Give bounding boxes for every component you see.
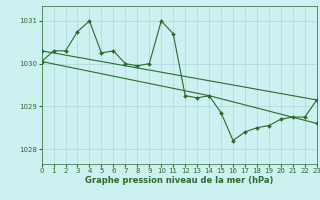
- X-axis label: Graphe pression niveau de la mer (hPa): Graphe pression niveau de la mer (hPa): [85, 176, 273, 185]
